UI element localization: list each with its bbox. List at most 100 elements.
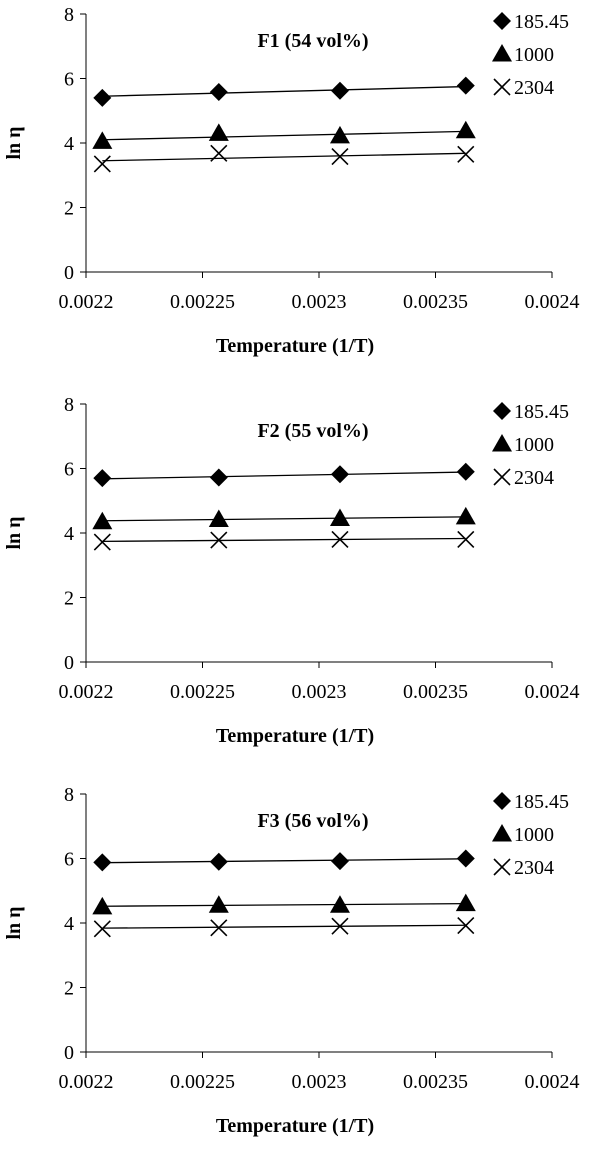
chart-f1-y-tick-label: 6 — [64, 69, 74, 91]
chart-f1-series-1000-legend-marker — [492, 44, 512, 62]
chart-f1-series-2304-point — [457, 145, 475, 163]
chart-f3-series-185-45-point — [456, 849, 475, 868]
chart-f2-series-1000-legend-label: 1000 — [514, 434, 554, 456]
chart-f2-series-1000-point — [208, 509, 229, 527]
chart-f2: 0 2 4 6 8 0.0022 0.00225 0.0023 0.00235 0.0024 Tem… — [3, 394, 580, 747]
chart-f3-series-185-45-trendline — [102, 858, 466, 864]
chart-f2-y-tick-label: 4 — [64, 523, 74, 545]
chart-f2-x-tick-label: 0.00235 — [403, 681, 468, 703]
chart-f2-y-tick-label: 0 — [64, 652, 74, 674]
chart-f3: 0 2 4 6 8 0.0022 0.00225 0.0023 0.00235 0.0024 Tem… — [3, 784, 580, 1137]
chart-f1-series-1000-point — [92, 131, 113, 149]
chart-f3-y-tick-label: 8 — [64, 784, 74, 806]
chart-f1-series-1000-point — [455, 120, 476, 139]
chart-f1-x-tick-label: 0.00235 — [403, 291, 468, 313]
chart-f2-series-185-45-trendline — [102, 471, 466, 480]
chart-f2-title: F2 (55 vol%) — [257, 420, 368, 442]
chart-f1-series-185-45-point — [209, 83, 228, 102]
chart-f1-series-2304-legend-marker-stroke — [493, 78, 511, 96]
chart-f2-series-2304-point-stroke — [457, 530, 475, 549]
chart-f2-series-2304-trendline — [102, 537, 466, 543]
chart-f2-series-185-45-legend-label: 185.45 — [514, 401, 569, 423]
chart-f3-series-185-45-point — [93, 853, 112, 872]
chart-f3-series-2304-legend-marker — [493, 858, 511, 876]
chart-f2-series-2304-point-stroke — [93, 533, 111, 551]
chart-f1-x-tick-label: 0.0024 — [525, 291, 580, 313]
chart-f2-series-2304-legend-marker-stroke — [493, 468, 511, 486]
chart-f1-y-tick-label: 8 — [64, 4, 74, 26]
chart-f2-series-1000-point — [329, 508, 350, 526]
chart-f2-x-tick-label: 0.00225 — [170, 681, 235, 703]
chart-f3-series-2304-point-stroke — [457, 917, 475, 935]
chart-f3-series-2304-point-stroke — [210, 919, 228, 937]
chart-f2-series-185-45-point — [209, 468, 228, 487]
chart-f1-series-185-45-trendline — [102, 85, 466, 97]
chart-f2-series-185-45-legend-marker — [493, 402, 511, 420]
chart-f1-x-tick-label: 0.0023 — [292, 291, 347, 313]
chart-f2-series-185-45-point — [330, 465, 349, 484]
chart-f3-series-1000-point — [329, 895, 350, 913]
chart-f2-series-2304-point — [93, 533, 111, 551]
chart-f2-y-axis-title: ln η — [3, 516, 25, 549]
chart-f1-series-2304-point-stroke — [93, 155, 111, 173]
chart-f1-series-2304-point — [93, 155, 111, 173]
chart-f2-y-tick-label: 8 — [64, 394, 74, 416]
chart-panel-f3: 0 2 4 6 8 0.0022 0.00225 0.0023 0.00235 0.0024 Tem… — [0, 780, 616, 1155]
chart-f1-y-tick-label: 4 — [64, 133, 74, 155]
chart-f1-series-2304-point — [210, 144, 228, 162]
chart-f3-x-tick-label: 0.0023 — [292, 1071, 347, 1093]
chart-f3-series-185-45-legend-label: 185.45 — [514, 791, 569, 813]
chart-f1-x-axis-title: Temperature (1/T) — [216, 335, 374, 357]
chart-f3-x-tick-label: 0.0022 — [59, 1071, 114, 1093]
chart-f3-series-1000-legend-label: 1000 — [514, 824, 554, 846]
chart-f2-y-tick-label: 6 — [64, 459, 74, 481]
chart-f2-series-2304-point — [210, 531, 228, 549]
chart-f3-series-2304-legend-label: 2304 — [514, 857, 554, 879]
chart-f3-y-tick-label: 0 — [64, 1042, 74, 1064]
chart-f3-series-2304-point — [331, 917, 349, 935]
chart-f1-series-185-45-point — [330, 81, 349, 100]
chart-panel-f1: 0 2 4 6 8 0.0022 0.00225 0.0023 0.00235 0.0024 Tem… — [0, 0, 616, 380]
chart-f3-series-185-45-legend-marker — [493, 792, 511, 810]
chart-f1-series-1000-point — [329, 125, 350, 144]
chart-f2-series-185-45-point — [93, 469, 112, 488]
chart-f3-series-1000-point — [92, 896, 113, 915]
chart-f3-y-tick-label: 6 — [64, 849, 74, 871]
chart-f3-series-1000-legend-marker — [492, 824, 512, 842]
chart-f2-x-tick-label: 0.0023 — [292, 681, 347, 703]
chart-f1-series-2304-legend-label: 2304 — [514, 77, 554, 99]
chart-f3-series-2304-legend-marker-stroke — [493, 858, 511, 876]
chart-f3-series-185-45-point — [209, 852, 228, 871]
chart-f3-y-axis-title: ln η — [3, 906, 25, 939]
chart-f3-series-1000-point — [455, 893, 476, 912]
chart-f1-x-tick-label: 0.0022 — [59, 291, 114, 313]
chart-f1-series-2304-point-stroke — [331, 147, 349, 166]
chart-f1-series-1000-trendline — [102, 130, 466, 141]
chart-f3-x-axis-title: Temperature (1/T) — [216, 1115, 374, 1137]
chart-f3-series-2304-point — [210, 919, 228, 937]
chart-f2-series-1000-point — [455, 506, 476, 525]
chart-f1-series-2304-point-stroke — [210, 144, 228, 162]
chart-f2-series-2304-point — [331, 530, 349, 549]
chart-f3-series-1000-point — [208, 895, 229, 913]
chart-f3-series-2304-point — [93, 920, 111, 938]
chart-f2-series-1000-legend-marker — [492, 434, 512, 452]
chart-f2-y-tick-label: 2 — [64, 588, 74, 610]
chart-f1-series-2304-legend-marker — [493, 78, 511, 96]
chart-f2-x-tick-label: 0.0024 — [525, 681, 580, 703]
chart-f3-x-tick-label: 0.0024 — [525, 1071, 580, 1093]
chart-f3-series-1000-trendline — [102, 903, 466, 907]
chart-f2-x-tick-label: 0.0022 — [59, 681, 114, 703]
chart-f2-series-1000-point — [92, 511, 113, 530]
chart-f1-series-185-45-point — [93, 88, 112, 107]
chart-f3-series-2304-trendline — [102, 924, 466, 929]
chart-f2-series-2304-point-stroke — [210, 531, 228, 549]
chart-f2-series-1000-trendline — [102, 516, 466, 522]
chart-f1-y-tick-label: 0 — [64, 262, 74, 284]
chart-f1-series-2304-point-stroke — [457, 145, 475, 163]
chart-f2-series-2304-point — [457, 530, 475, 549]
chart-f3-series-2304-point-stroke — [93, 920, 111, 938]
chart-f1: 0 2 4 6 8 0.0022 0.00225 0.0023 0.00235 0.0024 Tem… — [3, 4, 580, 357]
chart-f1-series-185-45-point — [456, 76, 475, 95]
chart-f1-series-185-45-legend-label: 185.45 — [514, 11, 569, 33]
